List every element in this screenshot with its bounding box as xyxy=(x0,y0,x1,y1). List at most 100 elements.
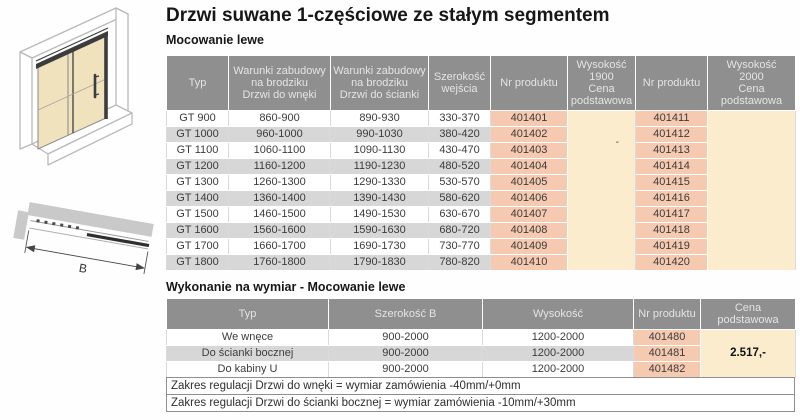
cell-szerokosc: 900-2000 xyxy=(328,345,483,362)
table-row: GT 1500 1460-1500 1490-1530 630-670 4014… xyxy=(166,206,796,223)
section-title: Wykonanie na wymiar - Mocowanie lewe xyxy=(166,280,406,294)
cell-wneka: 960-1000 xyxy=(228,126,331,143)
col-header-warunki-scianka: Warunki zabudowy na brodziku Drzwi do śc… xyxy=(330,55,429,111)
cell-product-number-2000: 401419 xyxy=(635,238,708,255)
cell-product-number-1900: 401404 xyxy=(490,158,568,175)
table-row: We wnęce 900-2000 1200-2000 401480 2.517… xyxy=(166,329,796,378)
cell-product-number-2000: 401412 xyxy=(635,126,708,143)
col-header-warunki-wneka: Warunki zabudowy na brodziku Drzwi do wn… xyxy=(228,55,331,111)
wall-left-jamb xyxy=(19,51,33,150)
door-plan-diagram: B xyxy=(13,202,154,276)
cell-scianka: 1690-1730 xyxy=(330,238,429,255)
cell-scianka: 1490-1530 xyxy=(330,206,429,223)
cell-typ: GT 1800 xyxy=(166,254,229,271)
table-row: GT 1100 1060-1100 1090-1130 430-470 4014… xyxy=(166,142,796,159)
cell-wejscie: 430-470 xyxy=(428,142,491,159)
col-header-szerokosc-wejscia: Szerokość wejścia xyxy=(428,55,491,111)
cell-wysokosc: 1200-2000 xyxy=(482,361,634,378)
page-subtitle: Mocowanie lewe xyxy=(166,33,264,47)
wall-right-jamb xyxy=(115,7,129,115)
header-row: Typ Szerokość B Wysokość Nr produktu Cen… xyxy=(166,298,796,330)
cell-wneka: 1060-1100 xyxy=(228,142,331,159)
cell-wneka: 1760-1800 xyxy=(228,254,331,271)
table-row: GT 1400 1360-1400 1390-1430 580-620 4014… xyxy=(166,190,796,207)
cell-wejscie: 780-820 xyxy=(428,254,491,271)
cell-product-number-1900: 401401 xyxy=(490,110,568,127)
cell-typ: GT 1600 xyxy=(166,222,229,239)
cell-scianka: 990-1030 xyxy=(330,126,429,143)
cell-wysokosc: 1200-2000 xyxy=(482,329,634,346)
cell-wneka: 860-900 xyxy=(228,110,331,127)
cell-product-number-2000: 401414 xyxy=(635,158,708,175)
custom-sizes-table: Typ Szerokość B Wysokość Nr produktu Cen… xyxy=(166,298,796,378)
cell-wejscie: 480-520 xyxy=(428,158,491,175)
col-header-typ: Typ xyxy=(166,298,329,330)
standard-sizes-table: Typ Warunki zabudowy na brodziku Drzwi d… xyxy=(166,55,796,271)
col-header-wysokosc-2000: Wysokość 2000 Cena podstawowa xyxy=(707,55,796,111)
cell-typ: We wnęce xyxy=(166,329,329,346)
arrowhead-right xyxy=(135,263,145,271)
adjustment-note-scianka: Zakres regulacji Drzwi do ścianki boczne… xyxy=(166,394,795,412)
cell-wejscie: 630-670 xyxy=(428,206,491,223)
wall-left-return xyxy=(13,210,29,240)
col-header-nr-produktu: Nr produktu xyxy=(633,298,701,330)
table-row: GT 1800 1760-1800 1790-1830 780-820 4014… xyxy=(166,254,796,271)
cell-wneka: 1560-1600 xyxy=(228,222,331,239)
cell-szerokosc: 900-2000 xyxy=(328,361,483,378)
cell-typ: GT 1100 xyxy=(166,142,229,159)
cell-wneka: 1260-1300 xyxy=(228,174,331,191)
price-1900-mark: - xyxy=(615,137,619,148)
cell-product-number-2000: 401420 xyxy=(635,254,708,271)
cell-wysokosc: 1200-2000 xyxy=(482,345,634,362)
col-header-cena-podstawowa: Cena podstawowa xyxy=(700,298,796,330)
top-rail xyxy=(36,31,108,69)
cell-wneka: 1660-1700 xyxy=(228,238,331,255)
cell-szerokosc: 900-2000 xyxy=(328,329,483,346)
cell-wejscie: 730-770 xyxy=(428,238,491,255)
cell-wneka: 1360-1400 xyxy=(228,190,331,207)
cell-wneka: 1160-1200 xyxy=(228,158,331,175)
cell-wejscie: 530-570 xyxy=(428,174,491,191)
dimension-label: B xyxy=(78,261,88,276)
wall-band xyxy=(27,202,154,237)
cell-product-number-1900: 401408 xyxy=(490,222,568,239)
content-column: Drzwi suwane 1-częściowe ze stałym segme… xyxy=(166,0,796,412)
table-row: GT 1700 1660-1700 1690-1730 730-770 4014… xyxy=(166,238,796,255)
door-isometric-diagram xyxy=(19,7,133,166)
cell-scianka: 1090-1130 xyxy=(330,142,429,159)
shower-tray-front xyxy=(47,112,133,166)
diagram-column: B xyxy=(0,0,166,420)
extension-line-left xyxy=(24,230,30,254)
cell-product-number: 401482 xyxy=(633,361,701,378)
cell-product-number-2000: 401415 xyxy=(635,174,708,191)
cell-typ: GT 1700 xyxy=(166,238,229,255)
adjustment-note-wneka: Zakres regulacji Drzwi do wnęki = wymiar… xyxy=(166,377,795,395)
cell-product-number: 401480 xyxy=(633,329,701,346)
table-row: GT 900 860-900 890-930 330-370 401401 - … xyxy=(166,110,796,271)
cell-scianka: 1790-1830 xyxy=(330,254,429,271)
cell-scianka: 1590-1630 xyxy=(330,222,429,239)
cell-typ: GT 1300 xyxy=(166,174,229,191)
cell-price-2000 xyxy=(707,110,796,271)
cell-wneka: 1460-1500 xyxy=(228,206,331,223)
arrowhead-left xyxy=(25,245,36,253)
cell-product-number-1900: 401406 xyxy=(490,190,568,207)
cell-product-number-2000: 401411 xyxy=(635,110,708,127)
door-handle xyxy=(93,73,100,99)
table-row: GT 1300 1260-1300 1290-1330 530-570 4014… xyxy=(166,174,796,191)
roller-ticks xyxy=(36,219,80,230)
sliding-panel-plan xyxy=(86,233,150,248)
cell-scianka: 890-930 xyxy=(330,110,429,127)
cell-typ: GT 1500 xyxy=(166,206,229,223)
track-line xyxy=(30,220,149,242)
col-header-nr-produktu-1900: Nr produktu xyxy=(490,55,568,111)
extension-line-right xyxy=(143,251,149,275)
dimension-line xyxy=(26,246,145,269)
table-row: GT 1600 1560-1600 1590-1630 680-720 4014… xyxy=(166,222,796,239)
cell-product-number-1900: 401409 xyxy=(490,238,568,255)
table-row: GT 1200 1160-1200 1190-1230 480-520 4014… xyxy=(166,158,796,175)
cell-scianka: 1190-1230 xyxy=(330,158,429,175)
page-title: Drzwi suwane 1-częściowe ze stałym segme… xyxy=(166,5,610,26)
table-row: GT 1000 960-1000 990-1030 380-420 401402… xyxy=(166,126,796,143)
